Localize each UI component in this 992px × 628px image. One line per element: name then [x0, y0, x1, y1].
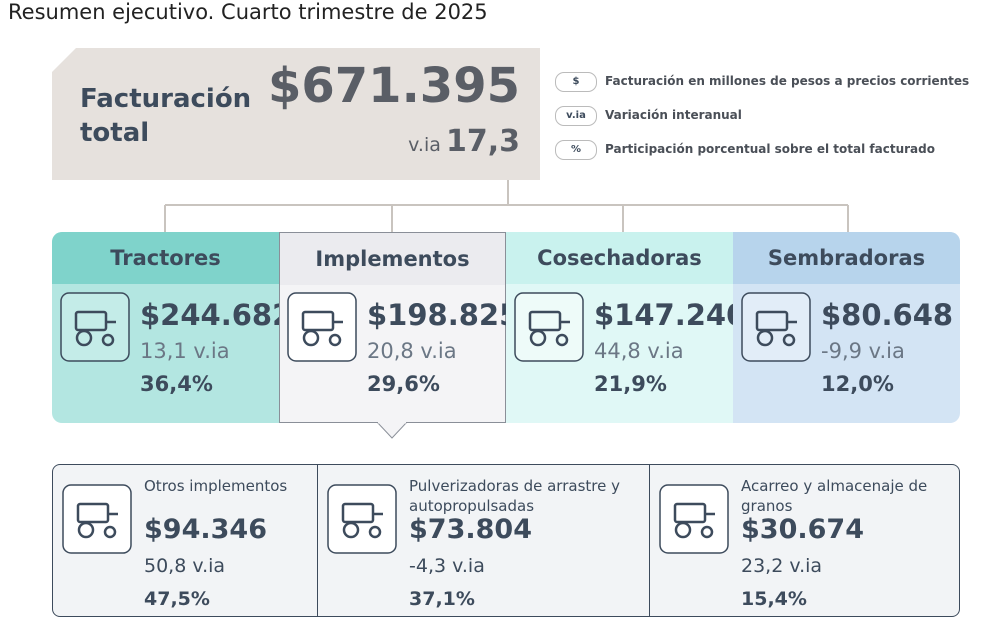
icon-graphic: [287, 292, 357, 362]
via-label: v.ia: [408, 134, 441, 156]
category-share: 36,4%: [140, 372, 213, 396]
category-via: -9,9 v.ia: [821, 339, 905, 363]
page-title: Resumen ejecutivo. Cuarto trimestre de 2…: [8, 0, 488, 24]
machine-icon: [659, 484, 729, 554]
legend-text: Variación interanual: [605, 108, 742, 122]
category-share: 21,9%: [594, 372, 667, 396]
sub-via: -4,3 v.ia: [409, 555, 485, 577]
divider: [317, 465, 318, 616]
machine-icon: [287, 292, 357, 362]
total-box: Facturación total $671.395 v.ia 17,3: [52, 48, 540, 180]
sub-via: 50,8 v.ia: [144, 555, 226, 577]
sub-amount: $73.804: [409, 514, 532, 545]
category-header: Cosechadoras: [506, 232, 733, 284]
category-amount: $198.825: [367, 298, 520, 332]
sub-via: 23,2 v.ia: [741, 555, 823, 577]
icon-graphic: [327, 484, 397, 554]
category-header: Sembradoras: [733, 232, 960, 284]
icon-graphic: [741, 292, 811, 362]
category-amount: $147.240: [594, 298, 747, 332]
machine-icon: [60, 292, 130, 362]
category-share: 12,0%: [821, 372, 894, 396]
category-via: 20,8 v.ia: [367, 339, 457, 363]
category-via: 44,8 v.ia: [594, 339, 684, 363]
machine-icon: [327, 484, 397, 554]
sub-box: [52, 464, 960, 617]
sub-share: 15,4%: [741, 588, 807, 610]
legend-symbol: $: [555, 72, 597, 92]
icon-graphic: [62, 484, 132, 554]
machine-icon: [62, 484, 132, 554]
machine-icon: [741, 292, 811, 362]
legend-text: Facturación en millones de pesos a preci…: [605, 74, 970, 88]
divider: [649, 465, 650, 616]
sub-share: 47,5%: [144, 588, 210, 610]
category-card: Tractores: [52, 232, 279, 423]
sub-amount: $94.346: [144, 514, 267, 545]
legend-symbol: v.ia: [555, 106, 597, 126]
sub-name: Pulverizadoras de arrastre y autopropuls…: [409, 477, 620, 515]
sub-name: Acarreo y almacenaje de granos: [741, 477, 928, 515]
via-value: 17,3: [445, 124, 520, 159]
category-header: Tractores: [52, 232, 279, 284]
legend-text: Participación porcentual sobre el total …: [605, 142, 935, 156]
category-via: 13,1 v.ia: [140, 339, 230, 363]
icon-graphic: [60, 292, 130, 362]
total-via: v.ia 17,3: [408, 124, 520, 159]
sub-amount: $30.674: [741, 514, 864, 545]
sub-name: Otros implementos: [144, 477, 288, 495]
pointer-graphic: [375, 421, 409, 439]
machine-icon: [514, 292, 584, 362]
category-card: Sembradoras: [733, 232, 960, 423]
category-share: 29,6%: [367, 372, 440, 396]
pointer: [375, 421, 409, 440]
icon-graphic: [659, 484, 729, 554]
legend-symbol: %: [555, 140, 597, 160]
sub-share: 37,1%: [409, 588, 475, 610]
category-header: Implementos: [280, 233, 505, 285]
total-amount: $671.395: [267, 58, 520, 114]
category-amount: $80.648: [821, 298, 954, 332]
total-label: Facturación total: [80, 84, 252, 148]
category-amount: $244.682: [140, 298, 293, 332]
icon-graphic: [514, 292, 584, 362]
